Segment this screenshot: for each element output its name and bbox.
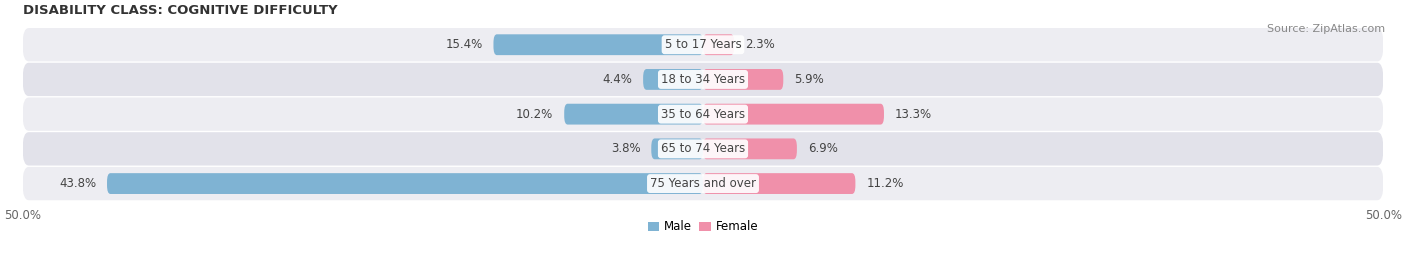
- FancyBboxPatch shape: [107, 173, 703, 194]
- FancyBboxPatch shape: [22, 63, 1384, 96]
- Text: 3.8%: 3.8%: [610, 142, 640, 155]
- FancyBboxPatch shape: [564, 104, 703, 124]
- Text: 15.4%: 15.4%: [446, 38, 482, 51]
- Text: Source: ZipAtlas.com: Source: ZipAtlas.com: [1267, 24, 1385, 34]
- FancyBboxPatch shape: [703, 173, 855, 194]
- Text: 6.9%: 6.9%: [808, 142, 838, 155]
- FancyBboxPatch shape: [703, 104, 884, 124]
- FancyBboxPatch shape: [703, 34, 734, 55]
- FancyBboxPatch shape: [22, 167, 1384, 200]
- Text: 4.4%: 4.4%: [602, 73, 633, 86]
- Text: 10.2%: 10.2%: [516, 108, 554, 121]
- Text: 43.8%: 43.8%: [59, 177, 96, 190]
- Text: 18 to 34 Years: 18 to 34 Years: [661, 73, 745, 86]
- FancyBboxPatch shape: [651, 139, 703, 159]
- FancyBboxPatch shape: [22, 97, 1384, 131]
- Text: 75 Years and over: 75 Years and over: [650, 177, 756, 190]
- FancyBboxPatch shape: [494, 34, 703, 55]
- FancyBboxPatch shape: [703, 139, 797, 159]
- Text: 2.3%: 2.3%: [745, 38, 775, 51]
- FancyBboxPatch shape: [22, 132, 1384, 166]
- Text: 5 to 17 Years: 5 to 17 Years: [665, 38, 741, 51]
- Text: 65 to 74 Years: 65 to 74 Years: [661, 142, 745, 155]
- Text: 35 to 64 Years: 35 to 64 Years: [661, 108, 745, 121]
- Text: DISABILITY CLASS: COGNITIVE DIFFICULTY: DISABILITY CLASS: COGNITIVE DIFFICULTY: [22, 4, 337, 17]
- FancyBboxPatch shape: [22, 28, 1384, 61]
- FancyBboxPatch shape: [643, 69, 703, 90]
- FancyBboxPatch shape: [703, 69, 783, 90]
- Text: 5.9%: 5.9%: [794, 73, 824, 86]
- Text: 11.2%: 11.2%: [866, 177, 904, 190]
- Text: 13.3%: 13.3%: [894, 108, 932, 121]
- Legend: Male, Female: Male, Female: [643, 216, 763, 238]
